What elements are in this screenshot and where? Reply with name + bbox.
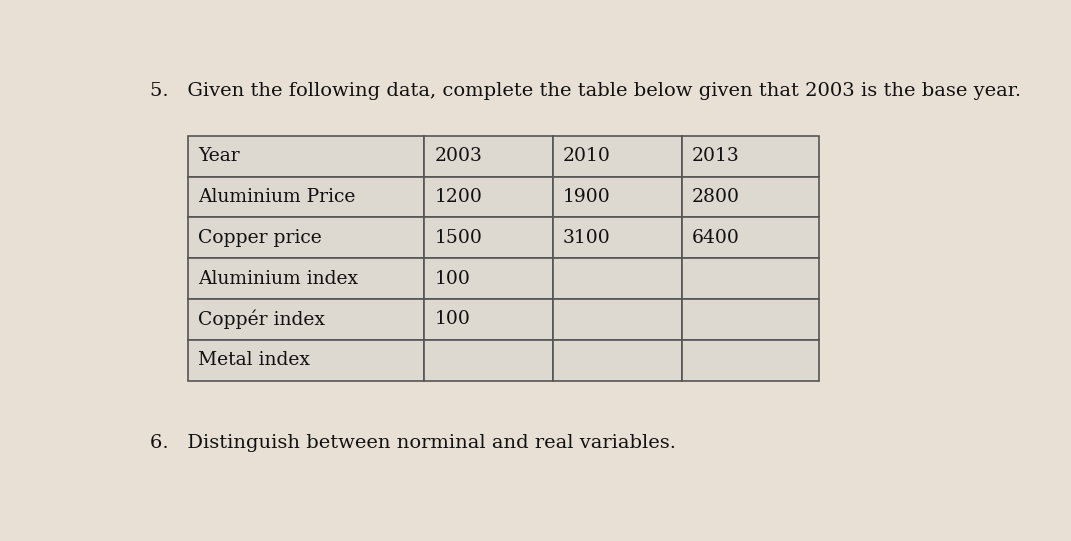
Bar [553, 299, 681, 340]
Bar [187, 217, 424, 258]
Text: Year: Year [198, 147, 240, 165]
Bar [553, 340, 681, 381]
Bar [424, 340, 553, 381]
Bar [682, 217, 818, 258]
Bar [553, 258, 681, 299]
Text: 2003: 2003 [435, 147, 482, 165]
Bar [553, 176, 681, 217]
Text: Coppér index: Coppér index [198, 309, 325, 329]
Bar [553, 217, 681, 258]
Text: 6400: 6400 [692, 229, 740, 247]
Bar [187, 258, 424, 299]
Text: 2013: 2013 [692, 147, 739, 165]
Bar [424, 258, 553, 299]
Text: 2010: 2010 [563, 147, 610, 165]
Bar [187, 340, 424, 381]
Text: Aluminium index: Aluminium index [198, 269, 358, 288]
Text: 5.   Given the following data, complete the table below given that 2003 is the b: 5. Given the following data, complete th… [150, 82, 1022, 100]
Bar [187, 299, 424, 340]
Bar [682, 176, 818, 217]
Bar [424, 136, 553, 176]
Bar [682, 299, 818, 340]
Text: 2800: 2800 [692, 188, 740, 206]
Text: 1200: 1200 [435, 188, 482, 206]
Text: 100: 100 [435, 269, 470, 288]
Text: 100: 100 [435, 311, 470, 328]
Bar [424, 176, 553, 217]
Bar [187, 136, 424, 176]
Bar [553, 136, 681, 176]
Bar [682, 258, 818, 299]
Text: 6.   Distinguish between norminal and real variables.: 6. Distinguish between norminal and real… [150, 434, 677, 452]
Text: Copper price: Copper price [198, 229, 321, 247]
Text: Metal index: Metal index [198, 351, 310, 370]
Bar [682, 340, 818, 381]
Text: 1900: 1900 [563, 188, 610, 206]
Text: 1500: 1500 [435, 229, 482, 247]
Text: 3100: 3100 [563, 229, 610, 247]
Bar [187, 176, 424, 217]
Bar [424, 299, 553, 340]
Bar [682, 136, 818, 176]
Text: Aluminium Price: Aluminium Price [198, 188, 356, 206]
Bar [424, 217, 553, 258]
